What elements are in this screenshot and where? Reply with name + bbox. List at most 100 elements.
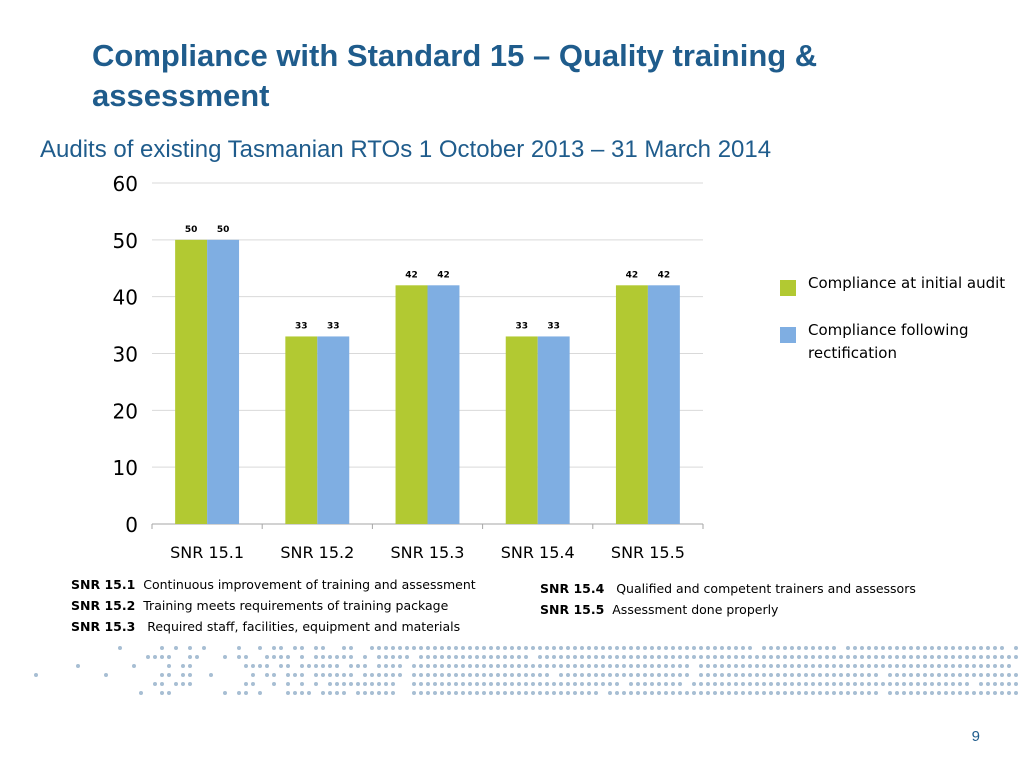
bar <box>615 285 648 524</box>
decor-dot <box>265 664 269 668</box>
decor-dot <box>783 655 787 659</box>
decor-dot <box>804 646 808 650</box>
decor-dot <box>776 682 780 686</box>
decor-dot <box>874 673 878 677</box>
decor-dot <box>650 673 654 677</box>
decor-dot <box>895 664 899 668</box>
decor-dot <box>272 673 276 677</box>
decor-dot <box>930 691 934 695</box>
decor-dot <box>580 664 584 668</box>
decor-dot <box>356 664 360 668</box>
decor-dot <box>720 682 724 686</box>
decor-dot <box>853 682 857 686</box>
decor-dot <box>538 646 542 650</box>
decor-dot <box>699 664 703 668</box>
decor-dot <box>720 646 724 650</box>
decor-dot <box>412 691 416 695</box>
decor-dot <box>594 673 598 677</box>
decor-dot <box>475 664 479 668</box>
decor-dot <box>377 655 381 659</box>
decor-dot <box>475 682 479 686</box>
decor-dot <box>839 673 843 677</box>
decor-dot <box>601 682 605 686</box>
decor-dot <box>853 673 857 677</box>
decor-dot <box>636 646 640 650</box>
decor-dot <box>503 655 507 659</box>
decor-dot <box>636 691 640 695</box>
decor-dot <box>1014 673 1018 677</box>
decor-dot <box>699 655 703 659</box>
decor-dot <box>664 646 668 650</box>
decor-dot <box>832 655 836 659</box>
decor-dot <box>615 691 619 695</box>
decor-dot <box>776 646 780 650</box>
decor-dot <box>552 682 556 686</box>
decor-dot <box>426 691 430 695</box>
decor-dot <box>951 673 955 677</box>
decor-dot <box>587 682 591 686</box>
decor-dot <box>580 673 584 677</box>
decor-dot <box>587 664 591 668</box>
decor-dot <box>993 646 997 650</box>
decor-dot <box>846 664 850 668</box>
decor-dot <box>916 673 920 677</box>
decor-dot <box>524 682 528 686</box>
decor-dot <box>440 655 444 659</box>
decor-dot <box>419 646 423 650</box>
decor-dot <box>706 682 710 686</box>
decor-dot <box>902 691 906 695</box>
decor-dot <box>433 664 437 668</box>
decor-dot <box>846 655 850 659</box>
decor-dot <box>328 664 332 668</box>
decor-dot <box>307 691 311 695</box>
decor-dot <box>426 646 430 650</box>
decor-dot <box>524 664 528 668</box>
decor-dot <box>685 646 689 650</box>
decor-dot <box>573 673 577 677</box>
decor-dot <box>923 673 927 677</box>
decor-dot <box>594 646 598 650</box>
decor-dot <box>447 646 451 650</box>
decor-dot <box>601 673 605 677</box>
definitions-right: SNR 15.4 Qualified and competent trainer… <box>540 578 916 620</box>
decor-dot <box>993 673 997 677</box>
decor-dot <box>391 673 395 677</box>
decor-dot <box>314 646 318 650</box>
decor-dot <box>867 673 871 677</box>
decor-dot <box>496 691 500 695</box>
decor-dot <box>440 664 444 668</box>
decor-dot <box>188 673 192 677</box>
bar <box>427 285 460 524</box>
decor-dot <box>888 655 892 659</box>
data-label: 42 <box>658 270 671 280</box>
decor-dot <box>622 655 626 659</box>
decor-dot <box>461 673 465 677</box>
decor-dot <box>188 646 192 650</box>
decor-dot <box>727 673 731 677</box>
decor-dot <box>951 664 955 668</box>
decor-dot <box>608 673 612 677</box>
definition-code: SNR 15.5 <box>540 602 605 617</box>
decor-dot <box>286 691 290 695</box>
decor-dot <box>475 691 479 695</box>
decor-dot <box>258 646 262 650</box>
x-tick-label: SNR 15.2 <box>280 543 354 562</box>
decor-dot <box>874 664 878 668</box>
decor-dot <box>972 664 976 668</box>
decor-dot <box>720 673 724 677</box>
decor-dot <box>468 682 472 686</box>
decor-dot <box>811 655 815 659</box>
decor-dot <box>888 664 892 668</box>
decor-dot <box>657 664 661 668</box>
decor-dot <box>153 655 157 659</box>
decor-dot <box>685 691 689 695</box>
decor-dot <box>405 655 409 659</box>
decor-dot <box>370 691 374 695</box>
definition-code: SNR 15.4 <box>540 581 605 596</box>
decor-dot <box>979 664 983 668</box>
decor-dot <box>748 655 752 659</box>
decor-dot <box>300 664 304 668</box>
decor-dot <box>265 655 269 659</box>
decor-dot <box>587 655 591 659</box>
decor-dot <box>664 655 668 659</box>
